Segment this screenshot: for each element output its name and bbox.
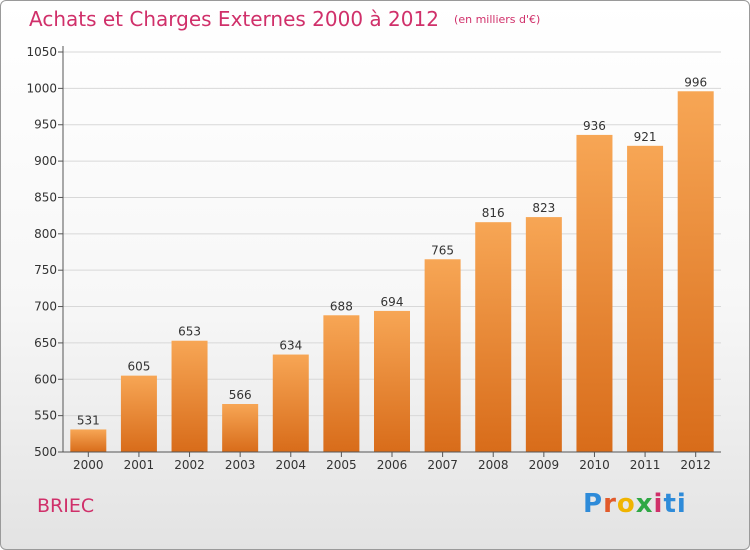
y-tick-label: 600 xyxy=(34,372,57,386)
bar-2000 xyxy=(70,429,107,452)
bar-value-label: 531 xyxy=(77,413,100,427)
y-tick-label: 900 xyxy=(34,154,57,168)
x-tick-label: 2009 xyxy=(529,458,560,472)
x-tick-label: 2006 xyxy=(377,458,408,472)
chart-title-block: Achats et Charges Externes 2000 à 2012 (… xyxy=(29,7,540,31)
x-tick-label: 2007 xyxy=(427,458,458,472)
bar-2010 xyxy=(576,134,613,452)
commune-name: BRIEC xyxy=(37,495,95,517)
axis-layer: 500 550 600 650 700 750 800 850 900 950 1000 1050 20… xyxy=(26,45,721,472)
bar-value-label: 921 xyxy=(634,130,657,144)
y-tick-label: 1000 xyxy=(26,81,57,95)
bar-2006 xyxy=(374,310,410,452)
x-tick-label: 2008 xyxy=(478,458,509,472)
bar-2005 xyxy=(323,315,360,452)
x-tick-label: 2005 xyxy=(326,458,357,472)
chart-title: Achats et Charges Externes 2000 à 2012 xyxy=(29,7,439,31)
bar-value-label: 634 xyxy=(279,339,302,353)
bar-value-label: 765 xyxy=(431,243,454,257)
bar-2009 xyxy=(525,217,562,452)
x-tick-label: 2001 xyxy=(124,458,155,472)
y-tick-label: 750 xyxy=(34,263,57,277)
y-tick-label: 850 xyxy=(34,190,57,204)
x-tick-label: 2002 xyxy=(174,458,205,472)
bar-2003 xyxy=(222,404,259,452)
x-tick-label: 2012 xyxy=(680,458,711,472)
x-tick-label: 2003 xyxy=(225,458,256,472)
chart-unit-note: (en milliers d'€) xyxy=(454,13,541,26)
bar-value-label: 653 xyxy=(178,325,201,339)
y-tick-label: 800 xyxy=(34,227,57,241)
y-tick-label: 1050 xyxy=(26,45,57,59)
y-tick-label: 650 xyxy=(34,336,57,350)
x-tick-label: 2011 xyxy=(630,458,661,472)
bar-2012 xyxy=(677,91,714,452)
bar-value-label: 816 xyxy=(482,206,505,220)
y-tick-label: 500 xyxy=(34,445,57,459)
bar-2004 xyxy=(272,354,309,452)
bar-value-label: 688 xyxy=(330,299,353,313)
bar-value-label: 566 xyxy=(229,388,252,402)
y-tick-label: 950 xyxy=(34,118,57,132)
bar-value-label: 694 xyxy=(381,295,404,309)
x-tick-label: 2004 xyxy=(275,458,306,472)
bar-value-label: 936 xyxy=(583,119,606,133)
proxiti-logo: Proxiti xyxy=(583,489,687,519)
x-tick-label: 2010 xyxy=(579,458,610,472)
bar-2001 xyxy=(120,375,157,452)
bar-2002 xyxy=(171,340,208,452)
bar-value-label: 823 xyxy=(532,201,555,215)
x-tick-label: 2000 xyxy=(73,458,104,472)
bar-value-label: 996 xyxy=(684,75,707,89)
bar-2011 xyxy=(627,145,664,452)
bar-layer: 531 605 653 566 634 688 694 765 816 823 936 921 996 xyxy=(70,75,714,452)
bar-value-label: 605 xyxy=(127,360,150,374)
bar-2007 xyxy=(424,259,461,452)
bar-2008 xyxy=(475,222,512,452)
y-tick-label: 700 xyxy=(34,300,57,314)
y-tick-label: 550 xyxy=(34,409,57,423)
